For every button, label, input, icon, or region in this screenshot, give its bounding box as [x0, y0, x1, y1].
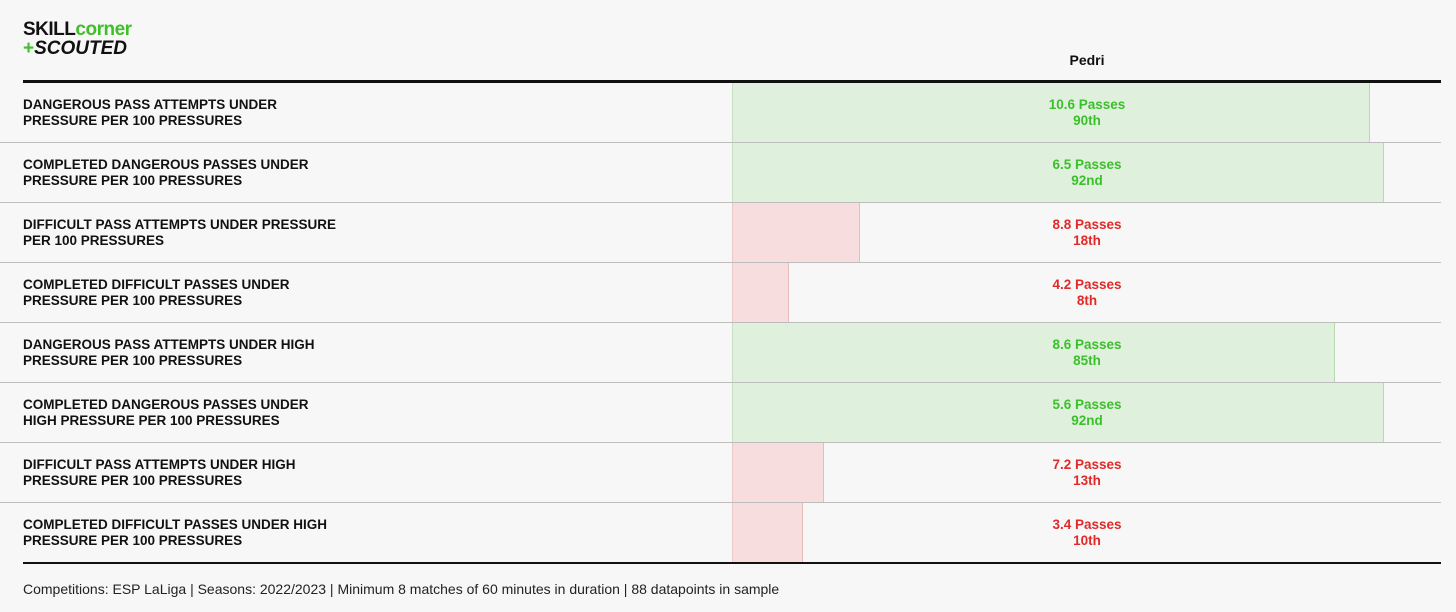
metric-value: 8.6 Passes — [1052, 336, 1122, 352]
metric-value-label: 6.5 Passes 92nd — [1000, 157, 1174, 189]
metric-label: DANGEROUS PASS ATTEMPTS UNDER PRESSURE P… — [23, 96, 278, 128]
metric-label: COMPLETED DIFFICULT PASSES UNDER HIGH PR… — [23, 517, 328, 548]
footer-note: Competitions: ESP LaLiga | Seasons: 2022… — [23, 581, 780, 597]
player-name-header: Pedri — [1069, 52, 1105, 68]
metric-percentile: 8th — [1076, 292, 1098, 308]
logo-scouted-text: SCOUTED — [34, 38, 128, 59]
metric-label: COMPLETED DIFFICULT PASSES UNDER PRESSUR… — [23, 276, 290, 308]
percentile-bar — [732, 83, 1371, 142]
top-divider — [23, 80, 1441, 83]
metric-percentile: 10th — [1073, 533, 1101, 548]
metric-row: COMPLETED DANGEROUS PASSES UNDER PRESSUR… — [0, 143, 1441, 203]
metric-value: 3.4 Passes — [1052, 517, 1122, 532]
metric-percentile: 92nd — [1071, 172, 1103, 188]
metric-value-label: 10.6 Passes 90th — [1000, 97, 1174, 129]
metric-row: DIFFICULT PASS ATTEMPTS UNDER PRESSURE P… — [0, 203, 1441, 263]
percentile-bar — [732, 263, 789, 322]
metric-row: DIFFICULT PASS ATTEMPTS UNDER HIGH PRESS… — [0, 443, 1441, 503]
metric-label: DIFFICULT PASS ATTEMPTS UNDER PRESSURE P… — [23, 216, 337, 248]
metric-percentile: 92nd — [1071, 412, 1103, 428]
metric-value: 6.5 Passes — [1052, 156, 1122, 172]
metric-value-label: 7.2 Passes 13th — [1000, 457, 1174, 489]
metric-row: COMPLETED DANGEROUS PASSES UNDER HIGH PR… — [0, 383, 1441, 443]
metric-label: COMPLETED DANGEROUS PASSES UNDER HIGH PR… — [23, 396, 309, 428]
metric-value-label: 3.4 Passes 10th — [1000, 517, 1174, 549]
metric-row: COMPLETED DIFFICULT PASSES UNDER PRESSUR… — [0, 263, 1441, 323]
logo-corner-text: corner — [75, 19, 132, 40]
metric-percentile: 18th — [1073, 232, 1101, 248]
metric-row: DANGEROUS PASS ATTEMPTS UNDER HIGH PRESS… — [0, 323, 1441, 383]
percentile-bar — [732, 323, 1335, 382]
metric-value-label: 8.8 Passes 18th — [1000, 217, 1174, 249]
logo-skill-text: SKILL — [23, 19, 76, 40]
skillcorner-scouted-logo: SKILLcorner +SCOUTED — [23, 20, 132, 58]
percentile-bar — [732, 203, 860, 262]
metric-row: COMPLETED DIFFICULT PASSES UNDER HIGH PR… — [0, 503, 1441, 563]
metric-value-label: 5.6 Passes 92nd — [1000, 397, 1174, 429]
metric-value-label: 4.2 Passes 8th — [1000, 277, 1174, 309]
metric-value: 7.2 Passes — [1052, 456, 1122, 472]
percentile-bar — [732, 383, 1385, 442]
logo-plus-text: + — [23, 38, 35, 59]
bottom-divider — [23, 562, 1441, 564]
percentile-bar — [732, 503, 803, 563]
metric-value-label: 8.6 Passes 85th — [1000, 337, 1174, 369]
metric-value: 10.6 Passes — [1048, 96, 1126, 112]
metric-label: DIFFICULT PASS ATTEMPTS UNDER HIGH PRESS… — [23, 456, 296, 488]
metric-percentile: 85th — [1073, 352, 1101, 368]
metric-label: DANGEROUS PASS ATTEMPTS UNDER HIGH PRESS… — [23, 336, 315, 368]
percentile-bar — [732, 143, 1385, 202]
metric-percentile: 90th — [1073, 112, 1101, 128]
metrics-table: DANGEROUS PASS ATTEMPTS UNDER PRESSURE P… — [0, 83, 1456, 563]
metric-label: COMPLETED DANGEROUS PASSES UNDER PRESSUR… — [23, 156, 309, 188]
metric-value: 5.6 Passes — [1052, 396, 1122, 412]
percentile-bar — [732, 443, 825, 502]
metric-value: 8.8 Passes — [1052, 216, 1122, 232]
metric-percentile: 13th — [1073, 472, 1101, 488]
metric-row: DANGEROUS PASS ATTEMPTS UNDER PRESSURE P… — [0, 83, 1441, 143]
metric-value: 4.2 Passes — [1052, 276, 1122, 292]
